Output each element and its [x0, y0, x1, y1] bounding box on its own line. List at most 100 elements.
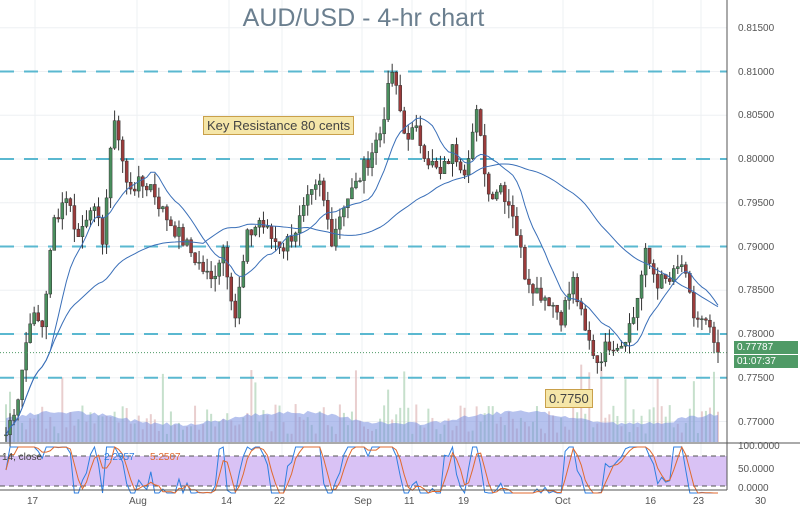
- candle-body: [466, 158, 471, 176]
- candle-body: [52, 217, 57, 251]
- candle-body: [571, 277, 575, 295]
- candle-body: [394, 72, 398, 86]
- candle-body: [229, 276, 234, 302]
- candle-body: [362, 159, 366, 181]
- x-tick-label: 11: [404, 496, 415, 507]
- candle-body: [418, 125, 423, 146]
- candle-body: [48, 250, 52, 295]
- candle-body: [458, 161, 463, 171]
- candle-body: [639, 274, 644, 299]
- candle-body: [470, 131, 475, 159]
- last-price-tag: 0.77787: [734, 341, 798, 354]
- candle-body: [676, 266, 680, 269]
- candle-body: [712, 326, 716, 343]
- candle-body: [700, 318, 704, 321]
- candle-body: [495, 191, 499, 200]
- candle-body: [261, 220, 266, 228]
- candle-body: [406, 133, 411, 140]
- candle-body: [647, 247, 652, 264]
- candle-body: [237, 286, 242, 319]
- candle-body: [305, 194, 310, 206]
- candle-body: [684, 264, 688, 274]
- candle-body: [217, 262, 221, 277]
- candle-body: [233, 300, 238, 319]
- candle-body: [422, 145, 427, 159]
- candle-body: [499, 185, 503, 193]
- candle-body: [442, 161, 447, 174]
- candle-body: [523, 246, 527, 280]
- candle-body: [72, 205, 77, 230]
- resistance-annotation[interactable]: Key Resistance 80 cents: [203, 116, 355, 135]
- volume-bar: [692, 381, 695, 442]
- x-tick-label: 19: [458, 496, 470, 507]
- candle-body: [708, 319, 712, 328]
- x-tick-label: 23: [693, 496, 705, 507]
- volume-average-area: [6, 410, 718, 442]
- candle-body: [515, 215, 519, 236]
- candle-body: [643, 247, 648, 276]
- candle-body: [430, 160, 435, 166]
- volume-bar: [61, 377, 64, 442]
- x-tick-label: Oct: [555, 496, 571, 507]
- candle-body: [474, 109, 479, 133]
- volume-bar: [161, 373, 164, 442]
- stoch-d-value: 5.2507: [150, 452, 181, 463]
- candle-body: [241, 261, 246, 288]
- volume-bar: [624, 379, 627, 442]
- candle-body: [696, 317, 700, 320]
- support-annotation[interactable]: 0.7750: [545, 389, 593, 408]
- y-tick-label: 0.80500: [738, 110, 775, 122]
- candle-body: [655, 273, 660, 289]
- candle-body: [692, 291, 696, 319]
- candle-body: [659, 274, 664, 289]
- candle-body: [326, 200, 330, 220]
- candle-body: [185, 239, 189, 246]
- candle-body: [547, 297, 551, 307]
- candle-body: [358, 180, 362, 182]
- candle-body: [124, 160, 129, 183]
- candle-body: [173, 225, 177, 237]
- stoch-label: 14, close: [2, 452, 43, 463]
- candle-body: [96, 206, 101, 219]
- x-tick-label: Aug: [129, 496, 147, 507]
- candle-body: [24, 342, 28, 371]
- candle-body: [157, 196, 161, 210]
- candle-body: [434, 160, 439, 168]
- candle-body: [36, 312, 40, 322]
- candle-body: [462, 169, 467, 176]
- candle-body: [438, 166, 443, 174]
- candle-body: [116, 120, 121, 141]
- candle-body: [631, 317, 636, 324]
- candle-body: [221, 247, 225, 264]
- candle-body: [716, 342, 720, 353]
- candle-body: [587, 329, 592, 341]
- candle-body: [265, 225, 270, 228]
- candle-body: [627, 323, 632, 343]
- candle-body: [293, 232, 298, 242]
- candle-body: [245, 229, 250, 262]
- candle-body: [346, 198, 350, 208]
- candle-body: [334, 228, 338, 247]
- candle-body: [563, 300, 567, 326]
- candle-body: [44, 293, 48, 328]
- candle-body: [386, 83, 390, 120]
- candle-body: [486, 173, 491, 195]
- candle-body: [120, 139, 125, 162]
- candle-body: [591, 340, 596, 356]
- candle-body: [193, 252, 197, 264]
- y-tick-label: 0.78000: [738, 329, 775, 340]
- candle-body: [539, 287, 543, 301]
- candle-body: [318, 180, 322, 186]
- candle-body: [535, 287, 539, 294]
- candle-body: [583, 308, 588, 331]
- candle-body: [136, 176, 141, 192]
- candle-body: [165, 206, 169, 221]
- candle-body: [519, 235, 523, 248]
- candle-body: [603, 341, 608, 363]
- candle-body: [672, 268, 676, 282]
- candle-body: [390, 72, 394, 84]
- candle-body: [559, 311, 563, 326]
- candle-body: [322, 180, 326, 201]
